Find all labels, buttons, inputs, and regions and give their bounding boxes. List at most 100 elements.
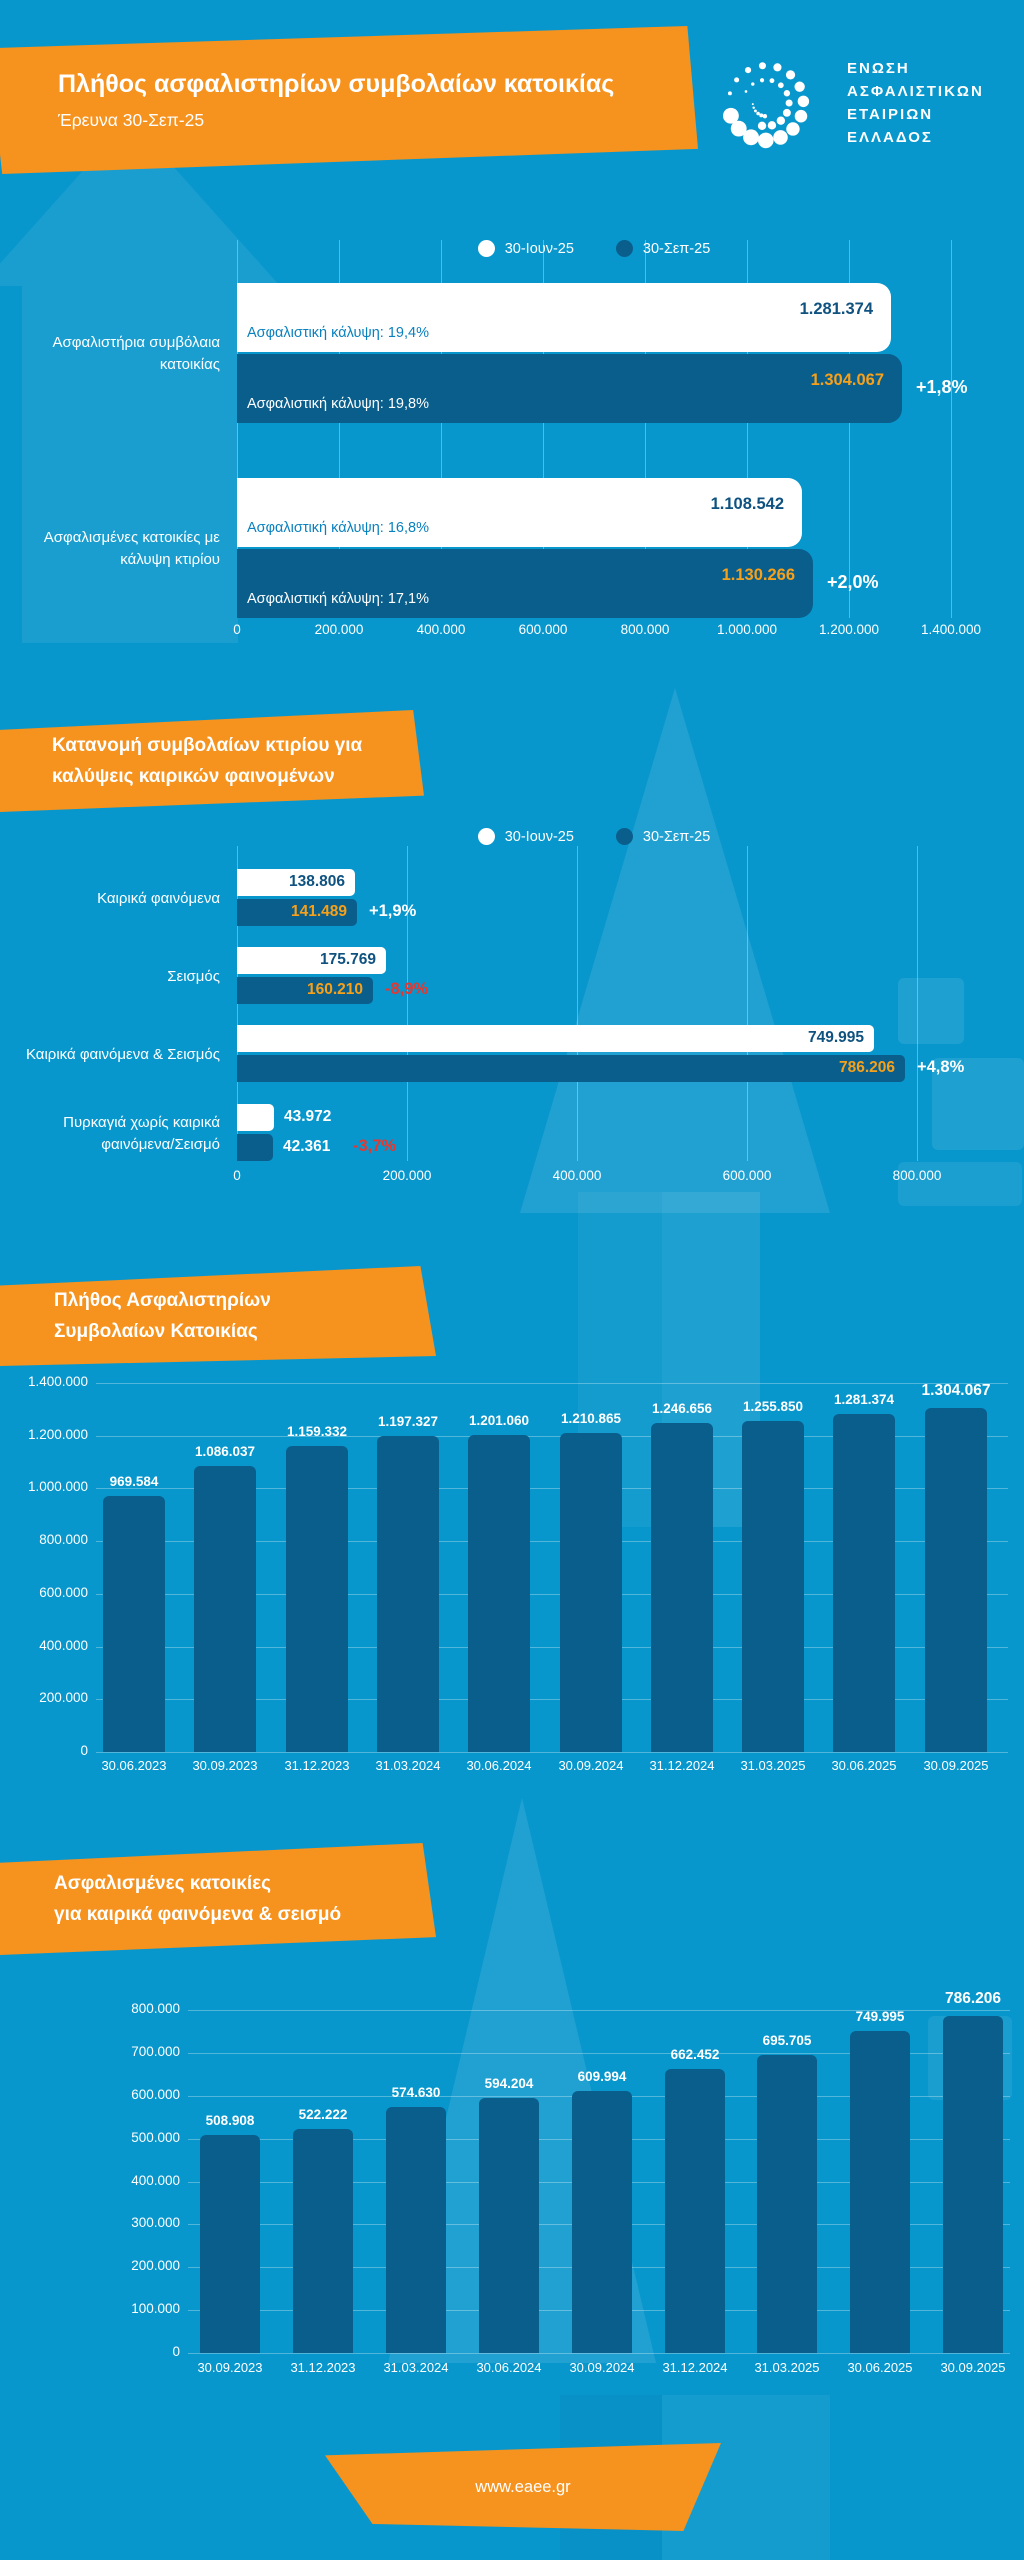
gridline	[237, 240, 238, 618]
y-tick-label: 1.200.000	[27, 1427, 88, 1442]
gridline	[849, 240, 850, 618]
column-value-label: 522.222	[298, 2107, 348, 2122]
chart4-banner: Ασφαλισμένες κατοικίες για καιρικά φαινό…	[0, 1843, 436, 1955]
column-bar	[943, 2016, 1003, 2353]
column-value-label: 1.210.865	[560, 1411, 622, 1426]
column-value-label: 1.281.374	[833, 1392, 895, 1407]
gridline	[96, 1752, 1008, 1753]
x-tick-label: 30.09.2025	[923, 1758, 989, 1773]
column-bar	[572, 2091, 632, 2353]
y-tick-label: 400.000	[131, 2173, 180, 2188]
gridline	[577, 846, 578, 1161]
sep-bar	[237, 549, 813, 618]
y-tick-label: 600.000	[131, 2087, 180, 2102]
x-tick-label: 30.09.2025	[940, 2360, 1006, 2375]
column-bar	[386, 2107, 446, 2353]
gridline	[96, 1436, 1008, 1437]
delta-label: +1,9%	[369, 902, 417, 920]
sep-bar	[237, 899, 357, 926]
column-bar	[293, 2129, 353, 2353]
x-tick-label: 30.06.2024	[476, 2360, 542, 2375]
y-tick-label: 800.000	[39, 1532, 88, 1547]
column-value-label: 695.705	[762, 2033, 812, 2048]
jun-value-label: 749.995	[807, 1029, 864, 1046]
legend-item-sep: 30-Σεπ-25	[615, 828, 711, 845]
y-tick-label: 1.400.000	[27, 1374, 88, 1389]
x-tick-label: 31.12.2023	[290, 2360, 356, 2375]
column-bar	[651, 1423, 713, 1752]
eaee-logo-dots-icon	[722, 62, 810, 149]
delta-label: +2,0%	[827, 572, 879, 592]
column-value-label: 1.197.327	[377, 1414, 439, 1429]
x-tick-label: 31.12.2023	[284, 1758, 350, 1773]
jun-bar	[237, 947, 386, 974]
column-value-label: 609.994	[577, 2069, 627, 2084]
sep-value-label: 141.489	[290, 903, 347, 920]
x-tick-label: 800.000	[892, 1168, 942, 1183]
jun-bar	[237, 1025, 874, 1052]
x-tick-label: 800.000	[620, 622, 670, 637]
logo-line: ΕΤΑΙΡΙΩΝ	[847, 106, 934, 123]
delta-label: -3,7%	[353, 1137, 397, 1155]
legend-label: 30-Σεπ-25	[642, 828, 711, 845]
gridline	[951, 240, 952, 618]
jun-bar	[237, 283, 891, 352]
x-tick-label: 200.000	[314, 622, 364, 637]
x-tick-label: 0	[233, 1168, 241, 1183]
y-tick-label: 600.000	[39, 1585, 88, 1600]
gridline	[188, 2010, 1010, 2011]
x-tick-label: 1.200.000	[818, 622, 880, 637]
sep-dot-icon	[615, 240, 633, 257]
column-bar	[560, 1433, 622, 1752]
page-subtitle: Έρευνα 30-Σεπ-25	[58, 110, 205, 130]
column-bar	[757, 2055, 817, 2353]
column-value-label: 594.204	[484, 2076, 534, 2091]
x-tick-label: 31.03.2025	[754, 2360, 820, 2375]
legend-label: 30-Σεπ-25	[642, 240, 711, 257]
legend-chart2: 30-Ιουν-25 30-Σεπ-25	[237, 828, 951, 845]
column-value-label: 1.159.332	[286, 1424, 348, 1439]
logo-line: ΕΝΩΣΗ	[847, 59, 910, 77]
gridline	[441, 240, 442, 618]
legend-label: 30-Ιουν-25	[504, 240, 574, 257]
x-tick-label: 0	[233, 622, 241, 637]
column-bar	[742, 1421, 804, 1752]
gridline	[747, 240, 748, 618]
column-value-label: 1.201.060	[468, 1413, 530, 1428]
y-tick-label: 200.000	[131, 2258, 180, 2273]
gridline	[96, 1383, 1008, 1384]
column-value-label: 508.908	[205, 2113, 255, 2128]
x-tick-label: 31.12.2024	[649, 1758, 715, 1773]
column-value-label: 969.584	[109, 1474, 159, 1489]
x-tick-label: 31.03.2024	[375, 1758, 441, 1773]
gridline	[747, 846, 748, 1161]
eaee-logo-text: ΕΝΩΣΗ ΑΣΦΑΛΙΣΤΙΚΩΝ ΕΤΑΙΡΙΩΝ ΕΛΛΑΔΟΣ	[847, 57, 984, 150]
x-tick-label: 600.000	[518, 622, 568, 637]
gridline	[96, 1488, 1008, 1489]
jun-value-label: 1.281.374	[799, 300, 873, 318]
chart2-title-line: Κατανομή συμβολαίων κτιρίου για	[52, 734, 363, 756]
footer-banner: www.eaee.gr	[325, 2443, 721, 2531]
jun-value-label: 43.972	[284, 1108, 332, 1125]
jun-bar	[237, 1104, 274, 1131]
y-tick-label: 200.000	[39, 1690, 88, 1705]
x-tick-label: 600.000	[722, 1168, 772, 1183]
jun-dot-icon	[477, 828, 495, 845]
gridline	[407, 846, 408, 1161]
delta-label: -8,9%	[385, 980, 429, 998]
y-tick-label: 100.000	[131, 2301, 180, 2316]
column-bar	[665, 2069, 725, 2353]
legend-item-jun: 30-Ιουν-25	[477, 240, 574, 257]
sep-bar	[237, 354, 902, 423]
square-watermark-icon	[898, 978, 964, 1044]
chart2-title-line: καλύψεις καιρικών φαινομένων	[52, 766, 335, 787]
eaee-logo: ΕΝΩΣΗ ΑΣΦΑΛΙΣΤΙΚΩΝ ΕΤΑΙΡΙΩΝ ΕΛΛΑΔΟΣ	[695, 44, 1010, 162]
jun-coverage-note: Ασφαλιστική κάλυψη: 19,4%	[247, 325, 429, 341]
column-bar	[103, 1496, 165, 1752]
gridline	[188, 2353, 1010, 2354]
column-bar	[377, 1436, 439, 1752]
sep-value-label: 1.130.266	[721, 566, 795, 584]
x-tick-label: 30.06.2025	[831, 1758, 897, 1773]
y-tick-label: 800.000	[131, 2001, 180, 2016]
jun-bar	[237, 869, 355, 896]
